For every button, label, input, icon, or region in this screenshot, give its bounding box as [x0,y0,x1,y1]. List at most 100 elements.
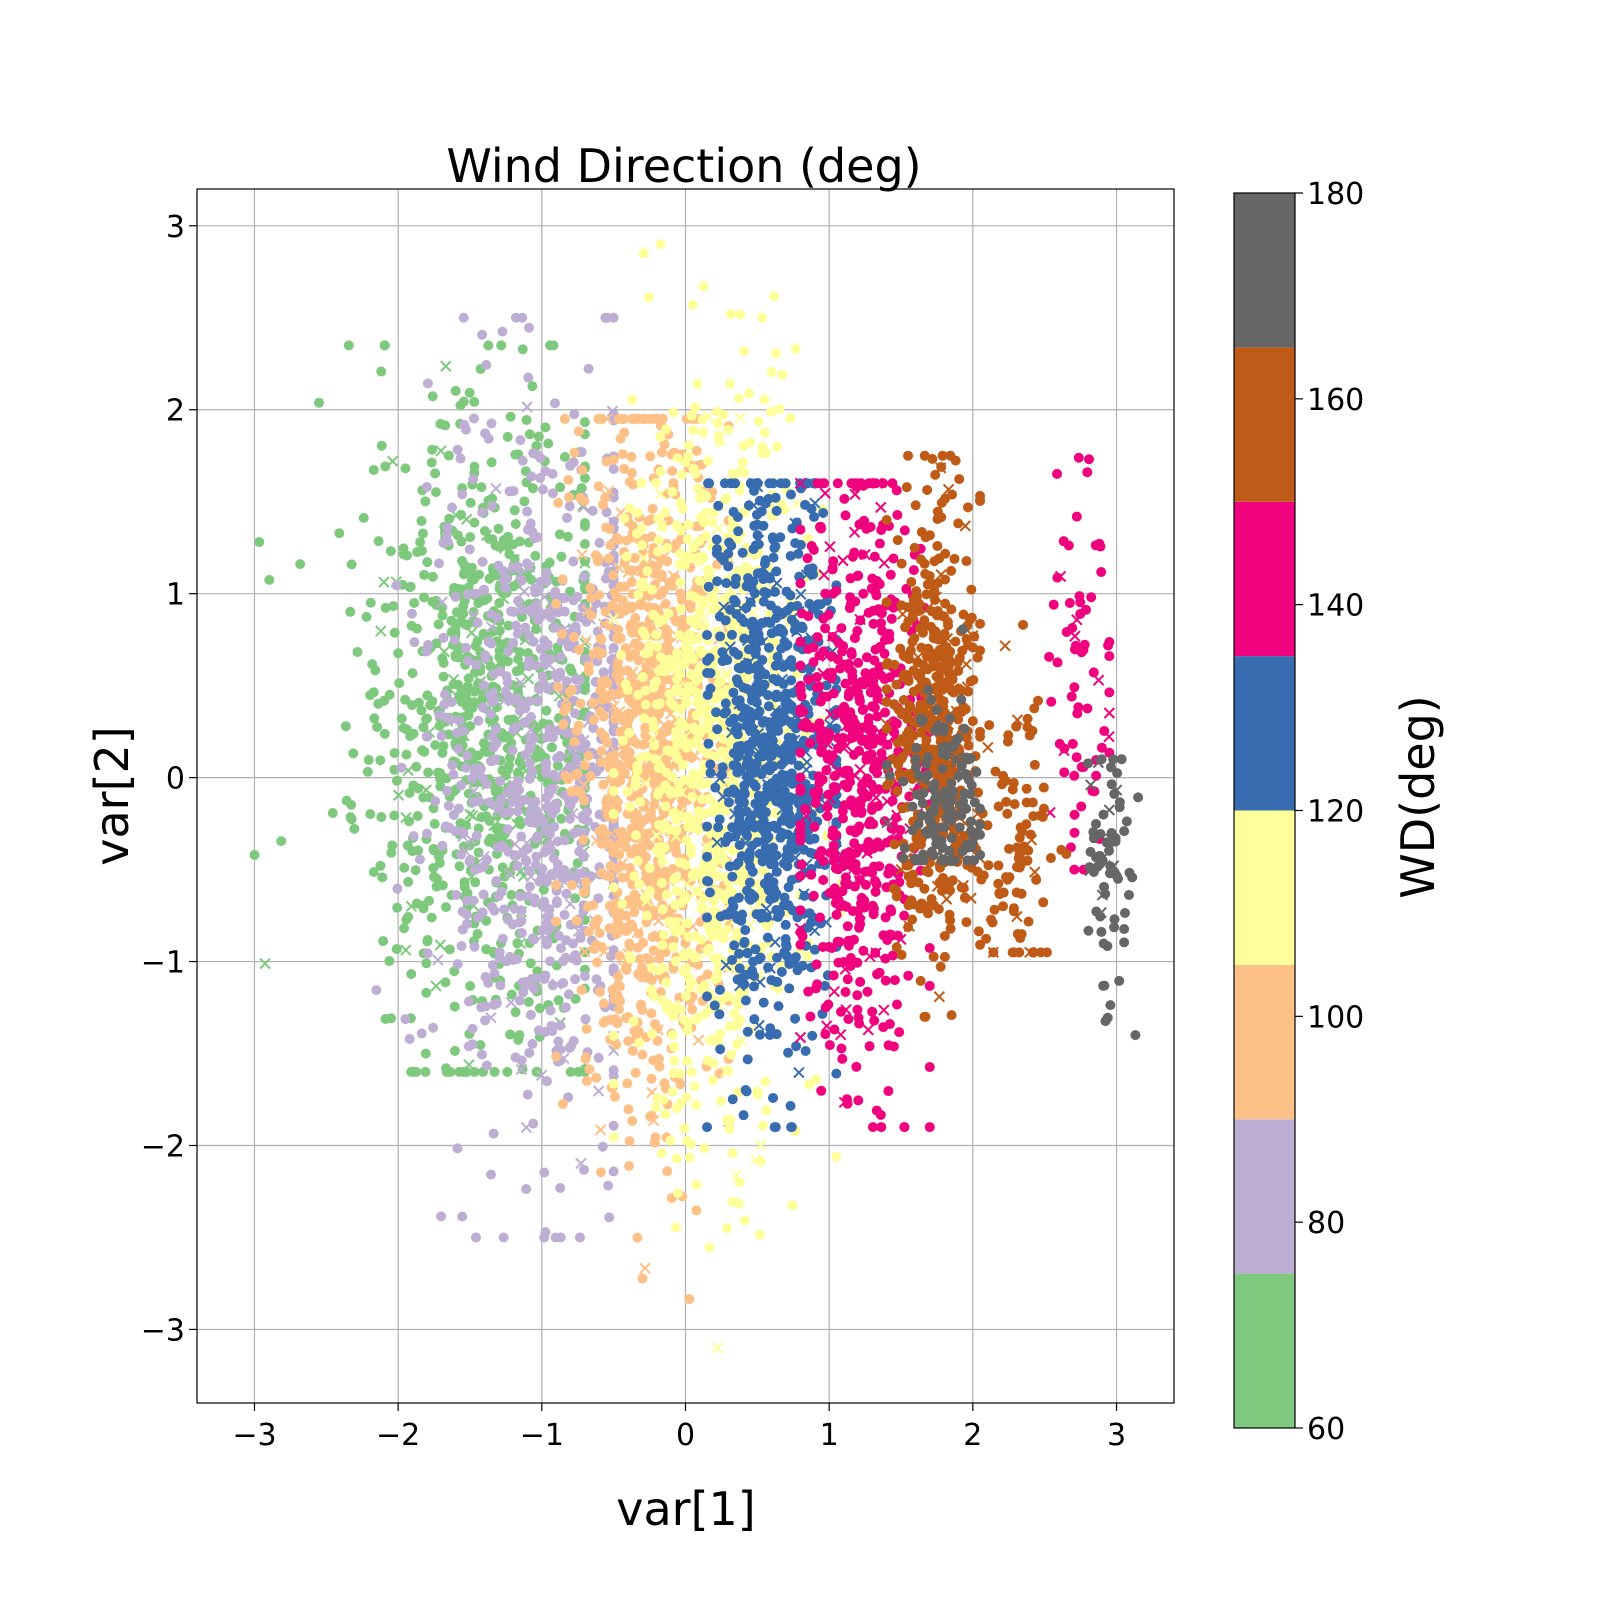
data-point [787,1200,798,1211]
data-point [640,648,651,659]
data-point [556,551,567,562]
data-point [568,595,579,606]
data-point [763,642,774,653]
data-point [795,747,806,758]
data-point-x [793,1066,805,1079]
data-point [608,1166,619,1177]
data-point [346,814,357,825]
data-point [388,601,399,612]
data-point [796,859,807,870]
data-point [764,573,775,584]
data-point [430,487,441,498]
data-point [568,457,579,468]
data-point [785,413,796,424]
data-point [745,819,756,830]
data-point [598,1017,609,1028]
data-point [622,684,633,695]
data-point [417,745,428,756]
data-point [704,887,715,898]
data-point [557,628,568,639]
data-point [510,620,521,631]
data-point [458,396,469,407]
data-point [849,547,860,558]
data-point [503,620,514,631]
data-point [592,957,603,968]
data-point [509,505,520,516]
data-point [554,529,565,540]
data-point [608,1065,619,1076]
data-point [657,904,668,915]
data-point [376,440,387,451]
data-point [509,606,520,617]
data-point [343,340,354,351]
data-point [523,816,534,827]
data-point [615,633,626,644]
data-point [746,620,757,631]
data-point [672,731,683,742]
data-point [728,748,739,759]
data-point [514,917,525,928]
data-point [327,808,338,819]
data-point [637,1273,648,1284]
data-point [529,983,540,994]
data-point [555,750,566,761]
data-point [765,600,776,611]
data-point [525,958,536,969]
data-point [481,1060,492,1071]
data-point [380,461,391,472]
data-point [739,936,750,947]
data-point [692,735,703,746]
data-point [638,581,649,592]
data-point [451,890,462,901]
data-point [750,648,761,659]
data-point [874,538,885,549]
data-point [795,524,806,535]
data-point [744,847,755,858]
data-point [528,934,539,945]
data-point [583,363,594,374]
data-point [539,847,550,858]
data-point [647,716,658,727]
data-point [729,940,740,951]
data-point [757,312,768,323]
data-point [452,444,463,455]
data-point [782,639,793,650]
data-point [553,607,564,618]
data-point [514,705,525,716]
data-point [665,1135,676,1146]
data-point [739,345,750,356]
data-point [691,1099,702,1110]
data-point [486,609,497,620]
data-point [636,962,647,973]
data-point [632,765,643,776]
data-point [555,1182,566,1193]
data-point [595,633,606,644]
data-point [349,823,360,834]
data-point [523,661,534,672]
data-point [657,962,668,973]
data-point [470,763,481,774]
data-point [809,511,820,522]
data-point-x [550,978,563,990]
data-point [738,440,749,451]
data-point [563,474,574,485]
data-point [539,896,550,907]
data-point [679,560,690,571]
data-point [560,952,571,963]
data-point [608,808,619,819]
data-point [637,1049,648,1060]
data-point [640,836,651,847]
data-point [768,552,779,563]
data-point [545,1005,556,1016]
data-point [805,847,816,858]
data-point [601,797,612,808]
data-point [595,1167,606,1178]
data-point [544,788,555,799]
data-point [561,888,572,899]
data-point [712,854,723,865]
data-point [627,394,638,405]
data-point [452,959,463,970]
data-point [702,821,713,832]
data-point [434,709,445,720]
data-point [295,559,306,570]
